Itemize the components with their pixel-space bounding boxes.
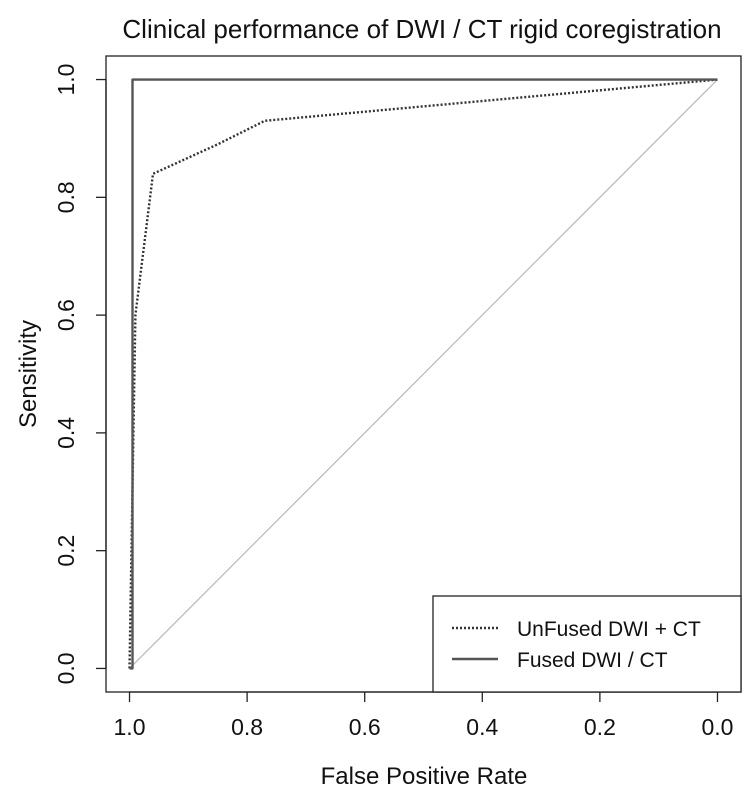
x-tick-label: 0.6 [349,714,381,740]
x-tick-label: 0.4 [466,714,498,740]
y-tick-label: 0.2 [53,535,79,567]
chart-title: Clinical performance of DWI / CT rigid c… [122,14,721,44]
y-tick-label: 1.0 [53,64,79,96]
x-tick-label: 1.0 [114,714,146,740]
legend: UnFused DWI + CT Fused DWI / CT [432,595,742,693]
x-tick-label: 0.2 [584,714,616,740]
legend-label-unfused: UnFused DWI + CT [517,618,701,641]
x-tick-label: 0.0 [701,714,733,740]
legend-label-fused: Fused DWI / CT [517,649,668,672]
y-tick-label: 0.6 [53,299,79,331]
chance-diagonal-line [129,79,718,669]
y-tick-label: 0.4 [53,417,79,449]
x-tick-label: 0.8 [231,714,263,740]
y-tick-label: 0.0 [53,652,79,684]
y-tick-label: 0.8 [53,181,79,213]
y-axis-label: Sensitivity [15,320,42,428]
x-axis-label: False Positive Rate [321,763,528,789]
legend-box [432,595,742,693]
series-line-fused [129,78,718,670]
